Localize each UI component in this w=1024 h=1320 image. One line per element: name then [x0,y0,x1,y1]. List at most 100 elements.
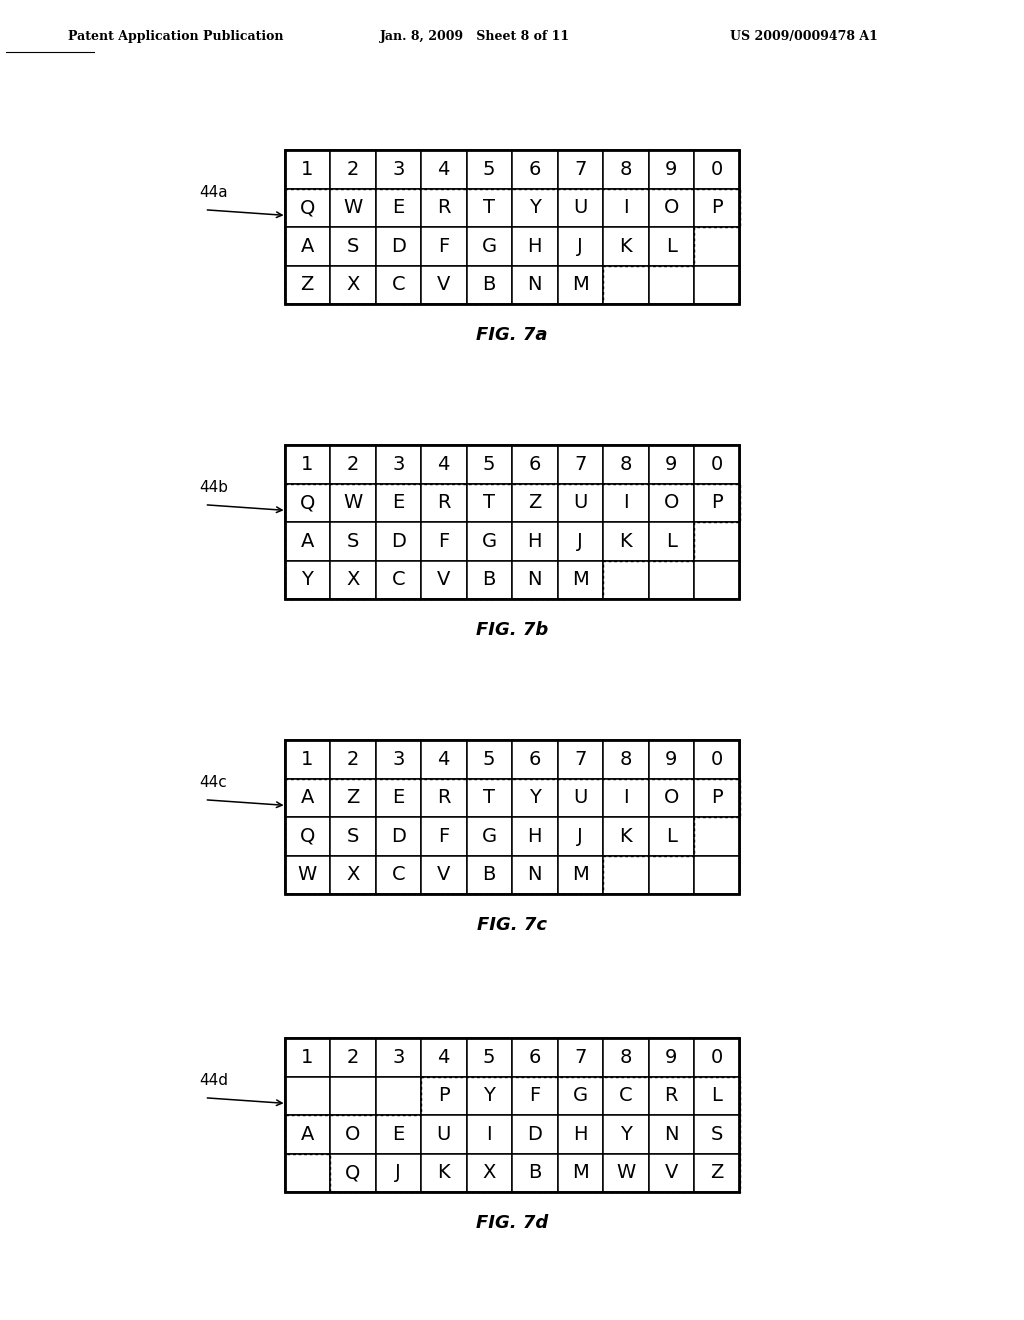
Bar [512,779,557,817]
Text: N: N [664,1125,679,1143]
Bar [557,521,603,561]
Bar [512,227,557,265]
Text: FIG. 7b: FIG. 7b [476,620,548,639]
Bar [648,817,694,855]
Bar [694,483,739,521]
Text: 6: 6 [528,1048,541,1067]
Bar [421,1077,467,1115]
Text: M: M [571,276,589,294]
Bar [376,227,421,265]
Text: A: A [301,788,314,808]
Bar [694,1154,739,1192]
Text: G: G [481,532,497,550]
Text: Z: Z [528,494,542,512]
Text: 1: 1 [301,455,313,474]
Text: Patent Application Publication: Patent Application Publication [68,30,284,44]
Bar [557,779,603,817]
Bar [694,150,739,189]
Bar [603,445,648,483]
Text: 3: 3 [392,160,404,178]
Bar [603,265,648,304]
Text: O: O [664,788,679,808]
Text: X: X [346,865,359,884]
Text: R: R [665,1086,678,1105]
Text: 1: 1 [301,160,313,178]
Bar [603,1077,648,1115]
Text: 9: 9 [665,455,678,474]
Bar [603,150,648,189]
Text: B: B [482,276,496,294]
Bar [694,521,739,561]
Bar [512,1115,557,1154]
Text: A: A [301,532,314,550]
Bar [285,521,330,561]
Text: T: T [483,494,496,512]
Text: 3: 3 [392,1048,404,1067]
Bar [557,265,603,304]
Text: S: S [346,236,359,256]
Text: J: J [395,1163,401,1183]
Bar [421,855,467,894]
Text: I: I [623,494,629,512]
Bar [648,855,694,894]
Text: E: E [392,494,404,512]
Bar [330,189,376,227]
Text: 5: 5 [483,750,496,768]
Bar [376,521,421,561]
Bar [648,227,694,265]
Text: H: H [527,236,542,256]
Bar [512,817,557,855]
Text: F: F [529,1086,541,1105]
Text: D: D [391,236,406,256]
Bar [376,265,421,304]
Text: 9: 9 [665,160,678,178]
Text: L: L [712,1086,722,1105]
Bar [648,445,694,483]
Text: FIG. 7c: FIG. 7c [477,916,547,935]
Text: X: X [346,276,359,294]
Text: W: W [298,865,316,884]
Bar [467,265,512,304]
Text: 0: 0 [711,455,723,474]
Text: N: N [527,570,542,589]
Bar [285,561,330,599]
Text: 44d: 44d [200,1073,228,1088]
Text: W: W [343,198,362,218]
Bar [648,189,694,227]
Bar [512,1077,557,1115]
Bar [421,150,467,189]
Bar [603,779,648,817]
Text: 6: 6 [528,750,541,768]
Bar [421,445,467,483]
Bar [376,561,421,599]
Bar [694,1077,739,1115]
Bar [694,265,739,304]
Text: A: A [301,1125,314,1143]
Bar [557,855,603,894]
Text: C: C [391,865,406,884]
Text: 4: 4 [437,455,450,474]
Text: L: L [666,236,677,256]
Bar [376,1038,421,1077]
Bar [376,483,421,521]
Bar [467,445,512,483]
Bar [648,561,694,599]
Bar [603,741,648,779]
Text: Z: Z [710,1163,723,1183]
Text: 8: 8 [620,1048,632,1067]
Bar [557,1154,603,1192]
Text: I: I [623,788,629,808]
Text: R: R [437,198,451,218]
Bar [557,1038,603,1077]
Bar [285,817,330,855]
Bar [648,1077,694,1115]
Bar [285,445,330,483]
Text: 7: 7 [574,750,587,768]
Bar [603,1115,648,1154]
Text: I: I [486,1125,493,1143]
Text: V: V [437,276,451,294]
Text: C: C [391,276,406,294]
Text: Y: Y [483,1086,496,1105]
Bar [285,445,739,599]
Text: W: W [343,494,362,512]
